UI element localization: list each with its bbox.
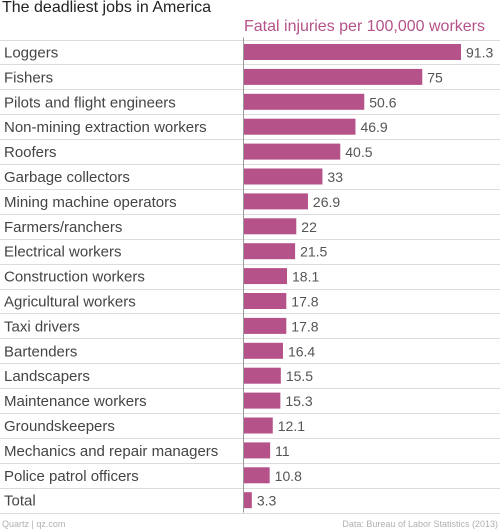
bar (244, 68, 423, 85)
category-label: Loggers (4, 45, 58, 62)
value-label: 10.8 (275, 468, 302, 484)
value-label: 33 (327, 169, 343, 185)
value-label: 26.9 (313, 194, 340, 210)
bar (244, 118, 356, 135)
category-label: Construction workers (4, 269, 145, 286)
bar (244, 218, 297, 235)
value-label: 16.4 (288, 343, 315, 359)
value-label: 12.1 (278, 418, 305, 434)
bar (244, 44, 461, 60)
category-label: Non-mining extraction workers (4, 119, 207, 136)
category-label: Mechanics and repair managers (4, 443, 218, 460)
value-label: 40.5 (345, 144, 372, 160)
bar (244, 467, 270, 484)
category-label: Landscapers (4, 368, 90, 385)
category-label: Groundskeepers (4, 418, 115, 435)
category-label: Fishers (4, 69, 53, 86)
category-label: Pilots and flight engineers (4, 94, 176, 111)
category-label: Total (4, 493, 36, 510)
bar (244, 243, 296, 260)
category-label: Agricultural workers (4, 294, 136, 311)
bar (244, 317, 287, 334)
value-label: 17.8 (291, 294, 318, 310)
footer-source-left: Quartz | qz.com (2, 519, 66, 529)
value-label: 11 (275, 443, 290, 459)
chart-subtitle: Fatal injuries per 100,000 workers (244, 18, 486, 35)
bar (244, 93, 365, 110)
bar (244, 392, 281, 409)
category-label: Farmers/ranchers (4, 219, 122, 236)
category-label: Roofers (4, 144, 57, 161)
category-label: Police patrol officers (4, 468, 139, 485)
bar (244, 492, 252, 509)
value-label: 50.6 (369, 94, 396, 110)
value-label: 3.3 (257, 493, 277, 509)
bar (244, 367, 281, 384)
chart-title: The deadliest jobs in America (2, 0, 211, 16)
bar (244, 342, 283, 359)
bar (244, 442, 271, 459)
value-label: 17.8 (291, 318, 318, 334)
bar (244, 193, 308, 210)
bar (244, 268, 288, 285)
value-label: 18.1 (292, 269, 319, 285)
value-label: 15.3 (285, 393, 312, 409)
bar (244, 293, 287, 309)
value-label: 15.5 (286, 368, 313, 384)
category-label: Bartenders (4, 343, 77, 360)
bar (244, 143, 341, 160)
value-label: 22 (301, 219, 317, 235)
category-label: Maintenance workers (4, 393, 147, 410)
value-label: 21.5 (300, 244, 327, 260)
value-label: 46.9 (360, 119, 387, 135)
category-label: Taxi drivers (4, 318, 80, 335)
category-label: Garbage collectors (4, 169, 130, 186)
value-label: 91.3 (466, 45, 493, 61)
bar (244, 168, 323, 185)
category-label: Mining machine operators (4, 194, 177, 211)
bar (244, 417, 273, 434)
footer-source-right: Data: Bureau of Labor Statistics (2013) (342, 519, 498, 529)
value-label: 75 (427, 69, 443, 85)
category-label: Electrical workers (4, 244, 122, 261)
